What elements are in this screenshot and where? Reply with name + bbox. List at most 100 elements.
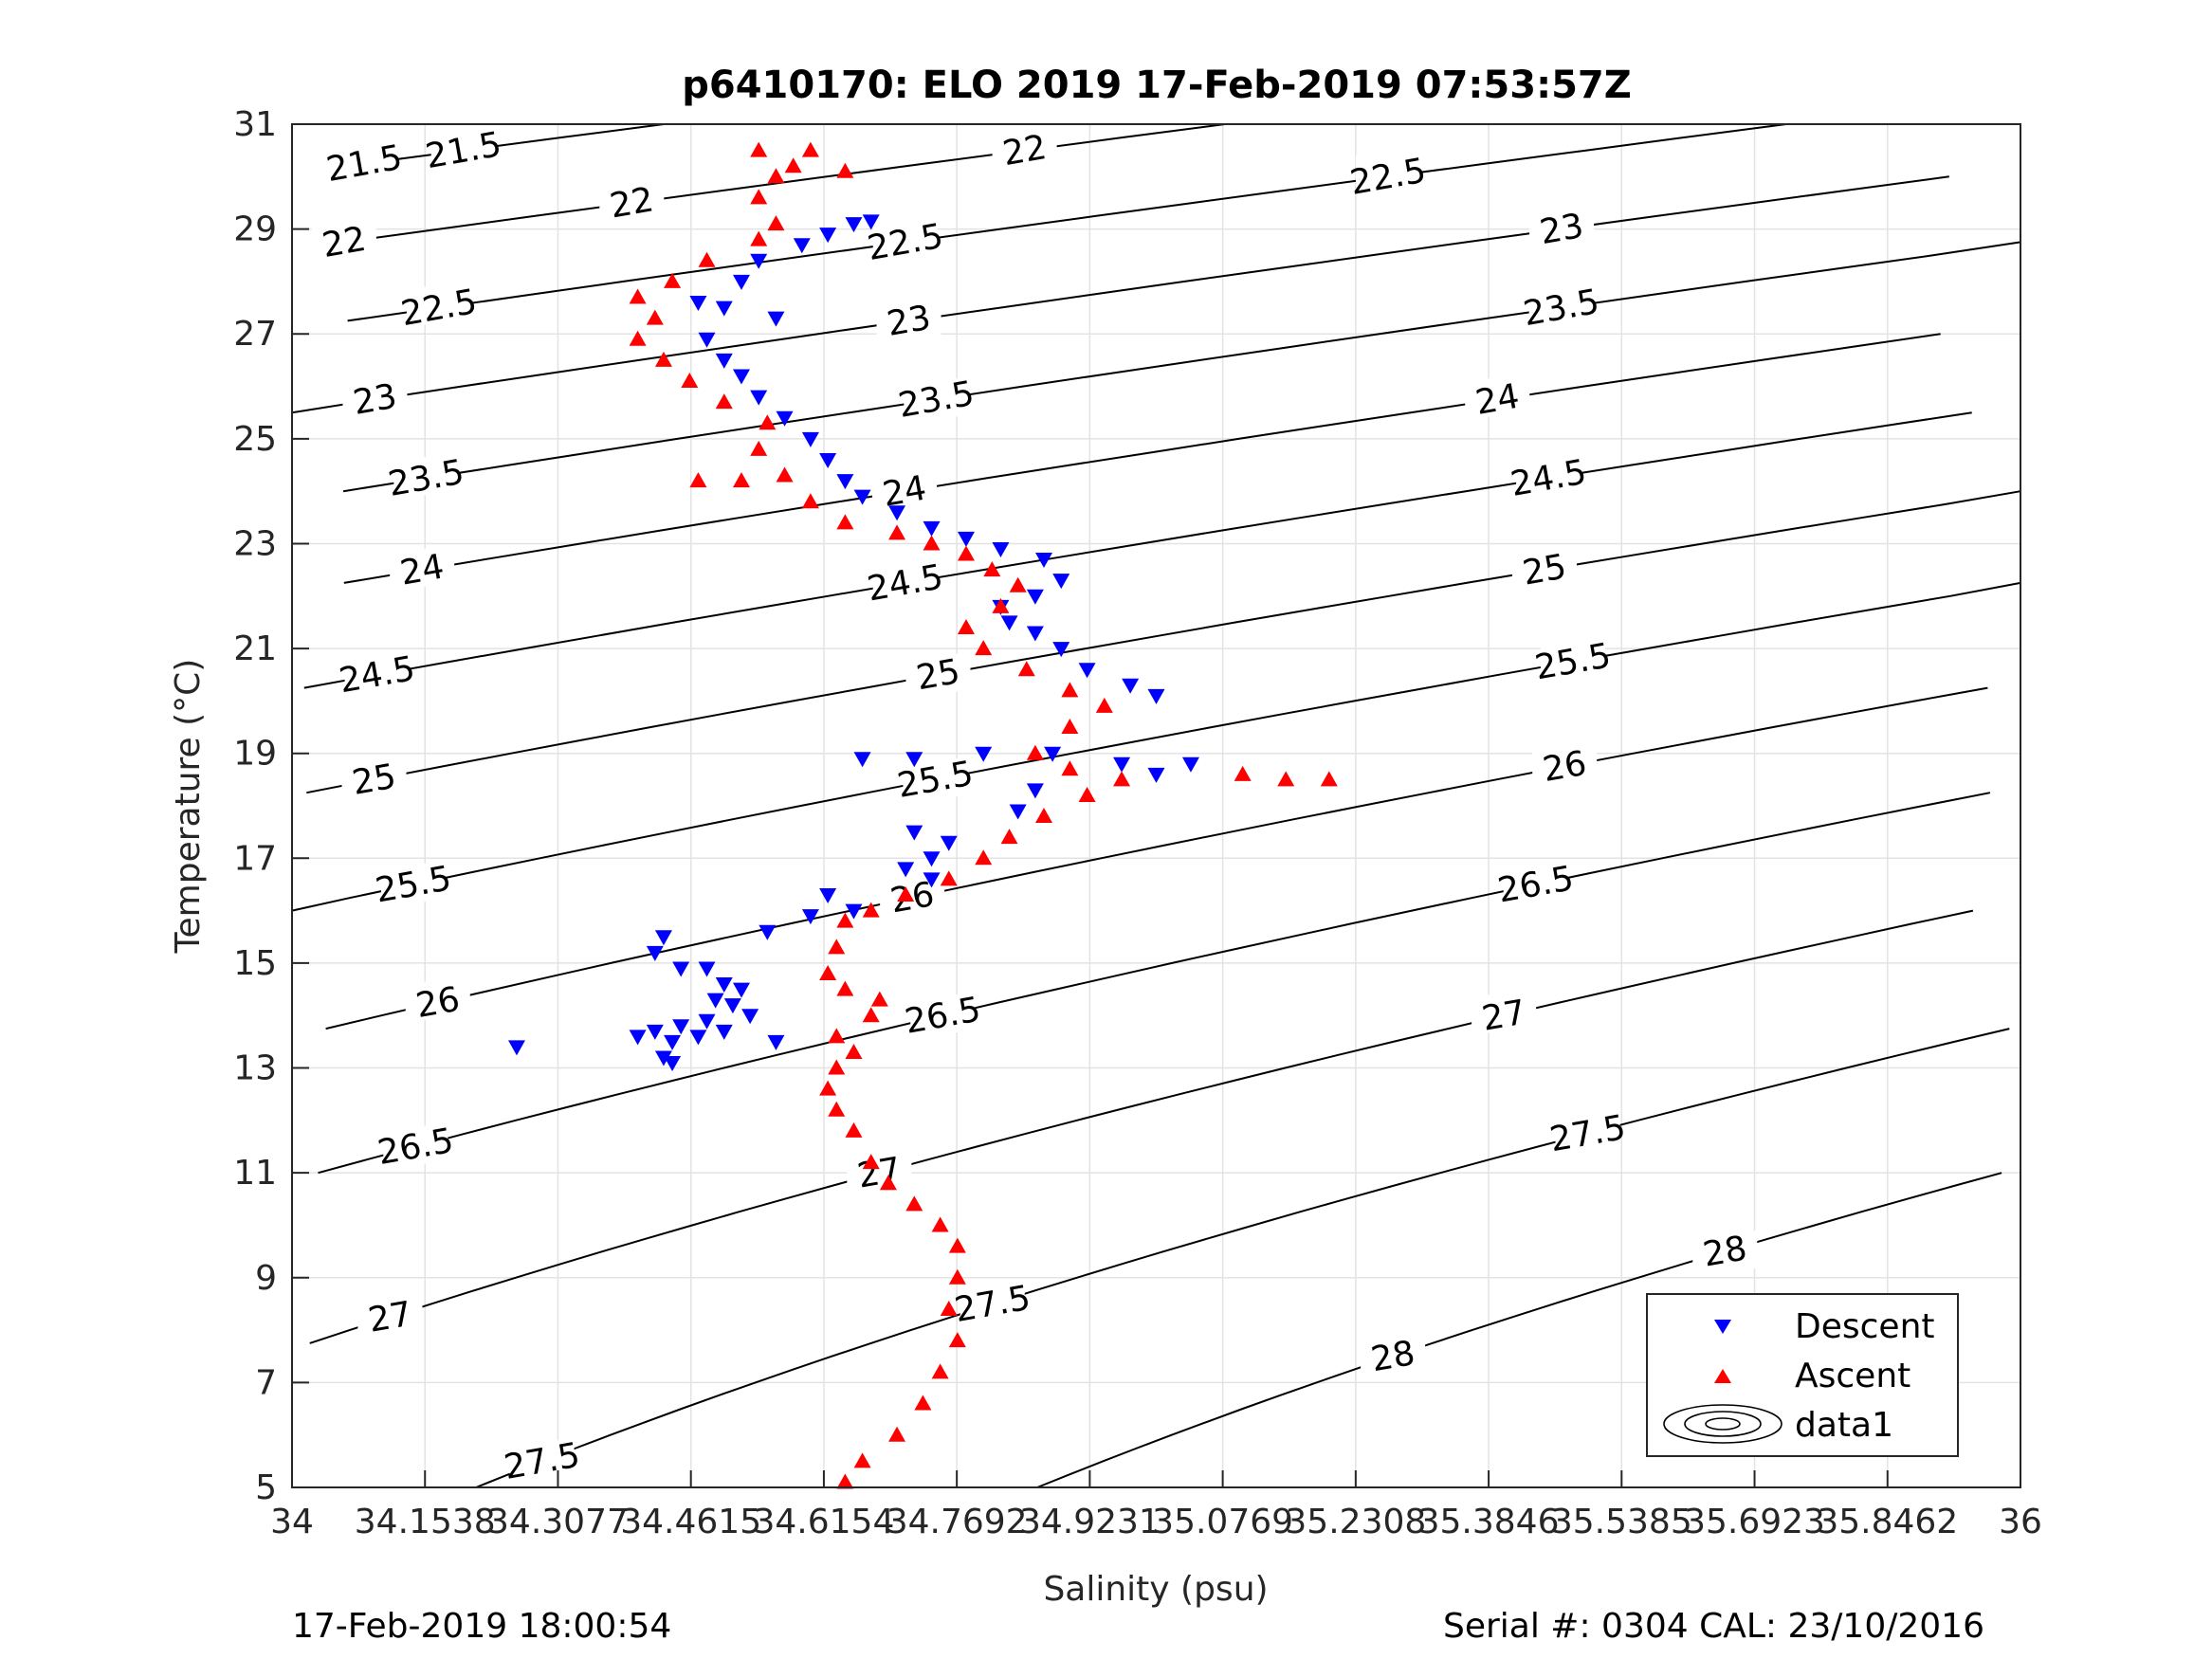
ascent-point bbox=[923, 535, 941, 551]
contour-label: 22 bbox=[1000, 128, 1050, 173]
contour-label-bg bbox=[871, 470, 937, 509]
contour-line bbox=[475, 1028, 2010, 1488]
ascent-point bbox=[828, 1028, 846, 1044]
legend-descent-label: Descent bbox=[1795, 1307, 1935, 1346]
contour-line bbox=[343, 333, 1941, 584]
contour-line bbox=[291, 175, 1949, 414]
descent-point bbox=[698, 332, 716, 348]
descent-point bbox=[923, 520, 941, 537]
ascent-point bbox=[732, 472, 750, 488]
descent-series bbox=[507, 214, 1199, 1072]
ascent-point bbox=[681, 373, 699, 389]
ascent-point bbox=[905, 1195, 923, 1212]
chart-title: p6410170: ELO 2019 17-Feb-2019 07:53:57Z bbox=[682, 64, 1632, 107]
contour-label-bg bbox=[1503, 863, 1568, 902]
descent-point bbox=[1044, 746, 1062, 762]
ascent-point bbox=[862, 1007, 880, 1023]
contour-label: 25 bbox=[913, 652, 962, 698]
contour-label-bg bbox=[1511, 549, 1577, 588]
ascent-point bbox=[759, 414, 777, 430]
descent-point bbox=[723, 998, 741, 1014]
ascent-point bbox=[975, 640, 993, 656]
descent-point bbox=[732, 369, 750, 385]
x-tick-label: 34.9231 bbox=[1019, 1503, 1161, 1541]
x-tick-label: 34.1538 bbox=[355, 1503, 496, 1541]
ascent-point bbox=[897, 886, 915, 902]
ascent-point bbox=[948, 1237, 966, 1253]
y-tick-label: 23 bbox=[233, 524, 277, 563]
contour-label: 24 bbox=[397, 547, 447, 592]
descent-point bbox=[654, 1050, 672, 1066]
descent-point bbox=[672, 961, 690, 977]
contour-label-bg bbox=[406, 286, 471, 325]
contour-label: 23 bbox=[885, 299, 934, 344]
plot-frame bbox=[291, 123, 2021, 1488]
ascent-point bbox=[888, 524, 906, 540]
legend-data1-label: data1 bbox=[1795, 1406, 1893, 1445]
x-tick-label: 34.3077 bbox=[487, 1503, 629, 1541]
y-tick-label: 13 bbox=[233, 1049, 277, 1088]
ascent-point bbox=[715, 393, 733, 410]
y-tick-label: 17 bbox=[233, 839, 277, 878]
contour-line bbox=[1036, 1172, 2002, 1488]
descent-point bbox=[853, 489, 871, 505]
descent-point bbox=[507, 1040, 525, 1056]
descent-point bbox=[706, 993, 724, 1009]
descent-point bbox=[715, 301, 733, 317]
ascent-point bbox=[801, 141, 819, 157]
descent-point bbox=[698, 961, 716, 977]
contour-label-bg bbox=[1528, 286, 1594, 325]
ascent-point bbox=[836, 980, 854, 996]
descent-point bbox=[715, 977, 733, 994]
descent-point bbox=[1009, 804, 1027, 820]
descent-point bbox=[923, 851, 941, 867]
descent-point bbox=[689, 1030, 707, 1046]
contour-label-bg bbox=[509, 1440, 575, 1479]
contour-line bbox=[303, 411, 1972, 689]
descent-point bbox=[664, 1056, 682, 1072]
ascent-point bbox=[836, 162, 854, 178]
ascent-point bbox=[689, 472, 707, 488]
ascent-point bbox=[836, 1473, 854, 1489]
ascent-point bbox=[992, 597, 1010, 613]
x-tick-label: 35.2308 bbox=[1285, 1503, 1426, 1541]
descent-point bbox=[853, 752, 871, 768]
contour-label-bg bbox=[380, 863, 446, 902]
contour-label-bg bbox=[872, 221, 938, 260]
descent-point bbox=[819, 228, 837, 244]
ascent-point bbox=[1234, 765, 1252, 781]
descent-point bbox=[767, 311, 785, 327]
ascent-point bbox=[1000, 829, 1018, 845]
legend-ascent-marker bbox=[1714, 1369, 1731, 1383]
contour-label-bg bbox=[390, 549, 455, 588]
descent-point bbox=[732, 274, 750, 290]
contour-label-bg bbox=[847, 1152, 912, 1191]
ascent-point bbox=[828, 1101, 846, 1117]
contour-line bbox=[309, 909, 1974, 1344]
descent-point bbox=[992, 541, 1010, 557]
contour-label-bg bbox=[872, 561, 938, 600]
contour-label-bg bbox=[383, 1125, 448, 1164]
x-tick-label: 35.8462 bbox=[1817, 1503, 1958, 1541]
legend: Descent Ascent data1 bbox=[1646, 1293, 1959, 1457]
contour-label-bg bbox=[960, 1283, 1025, 1322]
contour-label: 23 bbox=[350, 377, 399, 423]
descent-point bbox=[836, 474, 854, 490]
descent-point bbox=[1026, 589, 1044, 605]
contour-label: 24 bbox=[1472, 377, 1522, 423]
descent-point bbox=[1147, 767, 1165, 783]
contour-label: 27 bbox=[1479, 994, 1528, 1039]
x-axis-ticks: 34 34.153834.307734.461534.615434.769234.… bbox=[270, 1470, 2042, 1541]
x-tick-label: 35.0769 bbox=[1152, 1503, 1293, 1541]
ascent-point bbox=[1017, 661, 1035, 677]
ascent-point bbox=[1009, 576, 1027, 592]
descent-point bbox=[664, 1034, 682, 1050]
descent-point bbox=[759, 924, 777, 940]
descent-point bbox=[845, 217, 863, 233]
ascent-point bbox=[801, 493, 819, 509]
descent-point bbox=[940, 835, 958, 851]
ascent-point bbox=[948, 1332, 966, 1348]
ascent-point bbox=[767, 215, 785, 231]
y-tick-label: 5 bbox=[255, 1468, 277, 1507]
ascent-point bbox=[1113, 771, 1131, 787]
